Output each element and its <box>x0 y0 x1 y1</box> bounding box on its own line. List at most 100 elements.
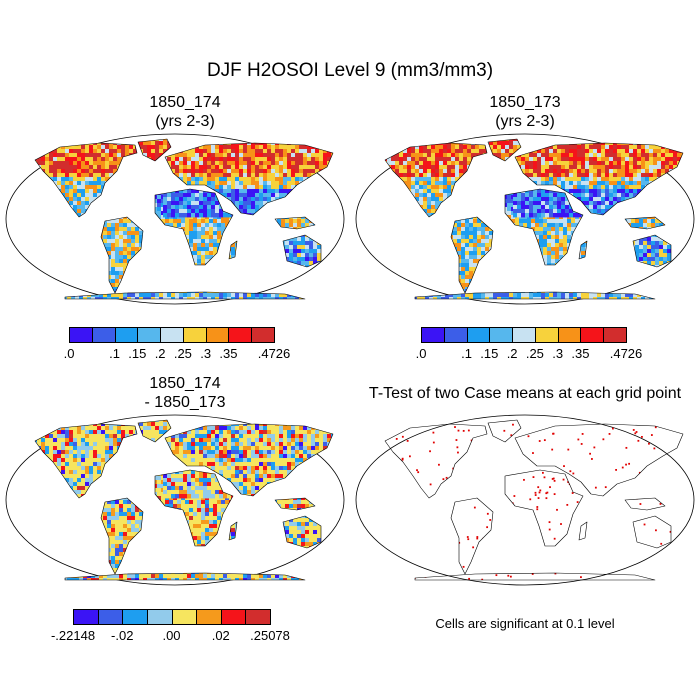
abs-tick-label: .1 <box>461 346 472 361</box>
abs-color-box <box>421 327 445 343</box>
figure-title: DJF H2OSOI Level 9 (mm3/mm3) <box>206 60 494 81</box>
antarctica-coastline <box>64 291 306 300</box>
abs-color-box <box>205 327 230 343</box>
diff-tick-label: .00 <box>162 628 181 643</box>
antarctica-coastline <box>414 291 656 300</box>
globe-outline <box>355 414 695 586</box>
samerica-coastline <box>100 497 144 575</box>
diff-color-box <box>245 609 271 625</box>
abs-color-box <box>182 327 207 343</box>
diff-tick-label: .02 <box>211 628 230 643</box>
abs-color-box <box>69 327 93 343</box>
panel-3-title-line2: - 1850_173 <box>144 394 226 411</box>
panel-3-title-line1: 1850_174 <box>149 375 221 392</box>
antarctica-coastline <box>414 572 656 581</box>
greenland-coastline <box>137 138 172 162</box>
eurasia-coastline <box>164 142 334 216</box>
madagascar-coastline <box>578 240 588 260</box>
samerica-coastline <box>450 216 494 294</box>
panel-2-colorbar: .0 .1 .15 .2 .25 .3 .35 .4726 <box>416 327 642 363</box>
africa-coastline <box>504 469 584 547</box>
panel-1-colorbar: .0 .1 .15 .2 .25 .3 .35 .4726 <box>64 327 290 363</box>
panel-2-title-line2: (yrs 2-3) <box>495 113 555 130</box>
madagascar-coastline <box>228 240 238 260</box>
australia-coastline <box>632 515 672 549</box>
indonesia-coastline <box>274 216 316 230</box>
panel-1-title: 1850_174 (yrs 2-3) <box>100 93 270 131</box>
panel-3-colorbar: -.22148 -.02 .00 .02 .25078 <box>51 609 290 645</box>
abs-color-box <box>228 327 253 343</box>
abs-tick-label: .0 <box>415 346 427 361</box>
abs-tick-label: .35 <box>219 346 238 361</box>
abs-color-box <box>160 327 184 343</box>
panel-1-title-line1: 1850_174 <box>149 94 221 111</box>
panel-2-title-line1: 1850_173 <box>489 94 561 111</box>
abs-color-box <box>512 327 536 343</box>
panel-4-title: T-Test of two Case means at each grid po… <box>368 385 682 402</box>
abs-color-box <box>137 327 162 343</box>
panel-2-map <box>355 133 695 305</box>
diff-color-box <box>97 609 124 625</box>
abs-color-box <box>114 327 139 343</box>
namerica-coastline <box>34 423 138 499</box>
abs-tick-label: .3 <box>200 346 212 361</box>
abs-tick-label: .0 <box>63 346 75 361</box>
abs-tick-label: .2 <box>154 346 166 361</box>
indonesia-coastline <box>624 216 666 230</box>
diff-color-box <box>220 609 247 625</box>
eurasia-coastline <box>514 423 684 497</box>
indonesia-coastline <box>274 497 316 511</box>
abs-color-box <box>489 327 514 343</box>
diff-color-box <box>196 609 222 625</box>
abs-tick-label: .35 <box>571 346 590 361</box>
abs-color-box <box>603 327 627 343</box>
antarctica-coastline <box>64 572 306 581</box>
abs-tick-label: .25 <box>173 346 192 361</box>
namerica-coastline <box>384 142 488 218</box>
panel-1-map <box>5 133 345 305</box>
panel-3-title: 1850_174 - 1850_173 <box>100 374 270 412</box>
diff-color-box <box>122 609 148 625</box>
greenland-coastline <box>487 419 522 443</box>
abs-tick-label: .1 <box>109 346 120 361</box>
panel-4-note: Cells are significant at 0.1 level <box>435 616 615 631</box>
namerica-coastline <box>384 423 488 499</box>
diff-color-box <box>146 609 173 625</box>
madagascar-coastline <box>578 521 588 541</box>
abs-color-box <box>534 327 559 343</box>
samerica-coastline <box>100 216 144 294</box>
abs-color-box <box>580 327 605 343</box>
indonesia-coastline <box>624 497 666 511</box>
madagascar-coastline <box>228 521 238 541</box>
greenland-coastline <box>137 419 172 443</box>
samerica-coastline <box>450 497 494 575</box>
abs-tick-label: .2 <box>506 346 518 361</box>
abs-color-box <box>466 327 491 343</box>
australia-coastline <box>282 234 322 268</box>
panel-4-map <box>355 414 695 586</box>
panel-1-title-line2: (yrs 2-3) <box>155 113 215 130</box>
panel-3-map <box>5 414 345 586</box>
diff-color-box <box>171 609 198 625</box>
abs-tick-label: .4726 <box>609 346 643 361</box>
abs-tick-label: .4726 <box>257 346 291 361</box>
namerica-coastline <box>34 142 138 218</box>
abs-color-box <box>443 327 468 343</box>
greenland-coastline <box>487 138 522 162</box>
abs-color-box <box>251 327 275 343</box>
africa-coastline <box>154 469 234 547</box>
australia-coastline <box>282 515 322 549</box>
abs-tick-label: .15 <box>128 346 147 361</box>
diff-tick-label: -.02 <box>111 628 134 643</box>
panel-2-title: 1850_173 (yrs 2-3) <box>440 93 610 131</box>
abs-tick-label: .3 <box>552 346 564 361</box>
diff-color-box <box>73 609 99 625</box>
eurasia-coastline <box>164 423 334 497</box>
diff-tick-label: .25078 <box>250 628 290 643</box>
abs-tick-label: .15 <box>480 346 499 361</box>
abs-tick-label: .25 <box>525 346 544 361</box>
abs-color-box <box>91 327 116 343</box>
abs-color-box <box>557 327 582 343</box>
eurasia-coastline <box>514 142 684 216</box>
australia-coastline <box>632 234 672 268</box>
